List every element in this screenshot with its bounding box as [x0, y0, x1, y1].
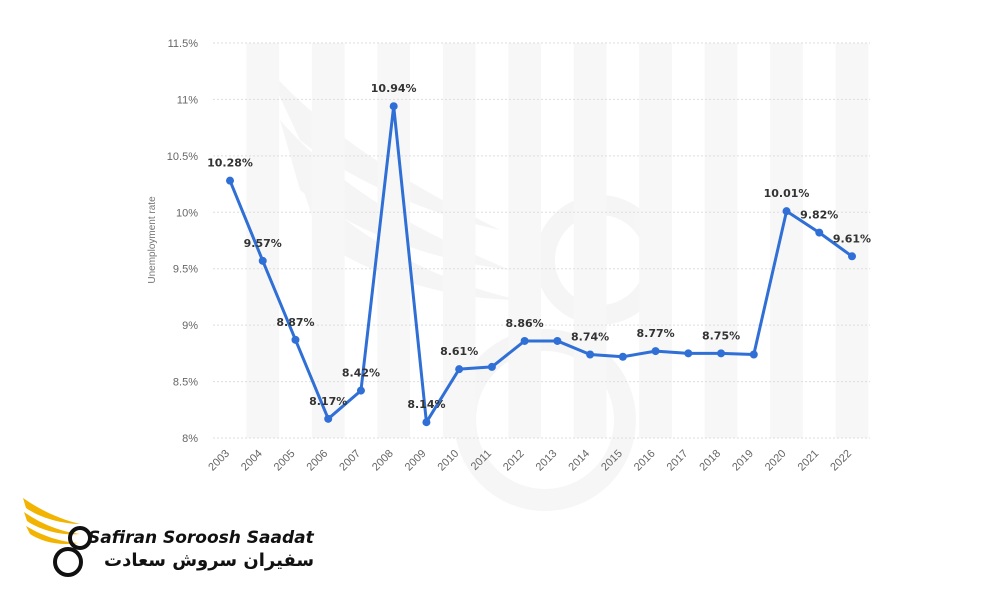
data-point	[717, 349, 726, 358]
x-axis: 2003 2004 2005 2006 2007 2008 2009 2010 2011 2012…	[206, 448, 854, 474]
wing-logo-icon	[23, 498, 92, 577]
y-tick-label: 8.5%	[173, 377, 198, 389]
x-tick-label: 2005	[272, 448, 298, 474]
data-point	[651, 347, 660, 356]
data-point	[553, 336, 562, 345]
data-point	[455, 365, 464, 374]
column-band	[573, 43, 607, 438]
x-tick-label: 2004	[239, 448, 265, 474]
series-line	[228, 104, 854, 424]
data-point	[684, 349, 693, 358]
column-band	[442, 43, 476, 438]
data-label: 10.28%	[207, 157, 253, 170]
data-point	[258, 256, 267, 265]
data-point	[422, 418, 431, 427]
data-label: 8.14%	[407, 398, 445, 411]
x-tick-label: 2010	[435, 448, 461, 474]
x-tick-label: 2017	[665, 448, 691, 474]
y-tick-label: 10%	[176, 207, 198, 219]
x-tick-label: 2003	[206, 448, 232, 474]
column-band	[770, 43, 803, 438]
data-label: 8.74%	[571, 330, 609, 343]
data-point	[782, 207, 791, 216]
data-point	[586, 350, 595, 359]
x-tick-label: 2019	[730, 448, 756, 474]
x-tick-label: 2022	[828, 448, 854, 474]
data-label: 8.86%	[506, 317, 544, 330]
brand-name-en: Safiran Soroosh Saadat	[88, 528, 314, 548]
column-band	[246, 43, 280, 438]
data-point	[389, 102, 398, 111]
column-band	[835, 43, 869, 438]
brand-name-fa: سفیران سروش سعادت	[104, 550, 315, 571]
data-label: 8.61%	[440, 345, 478, 358]
data-points	[226, 102, 856, 427]
y-tick-label: 8%	[182, 433, 198, 445]
x-tick-label: 2006	[305, 448, 331, 474]
x-tick-label: 2018	[697, 448, 723, 474]
data-label: 9.61%	[833, 232, 871, 245]
x-tick-label: 2007	[337, 448, 363, 474]
column-band	[508, 43, 541, 438]
x-tick-label: 2012	[501, 448, 527, 474]
x-tick-label: 2013	[534, 448, 560, 474]
data-label: 9.82%	[800, 209, 838, 222]
data-label: 8.87%	[276, 316, 314, 329]
data-point	[848, 252, 856, 261]
x-tick-label: 2008	[370, 448, 396, 474]
data-label: 8.77%	[636, 327, 674, 340]
data-label: 9.57%	[244, 237, 282, 250]
data-point	[226, 176, 234, 185]
y-tick-label: 11%	[177, 94, 198, 106]
data-point	[618, 352, 627, 361]
x-tick-label: 2020	[763, 448, 789, 474]
y-tick-label: 9%	[182, 320, 198, 332]
y-axis-label: Unemployment rate	[147, 196, 158, 284]
column-band	[639, 43, 672, 438]
data-point	[324, 414, 333, 423]
data-point	[356, 386, 365, 395]
data-point	[520, 336, 529, 345]
data-point	[291, 335, 300, 344]
data-point	[487, 362, 496, 371]
x-tick-label: 2016	[632, 448, 658, 474]
data-labels: 10.28% 9.57% 8.87% 8.17% 8.42% 10.94% 8.14% 8.6…	[207, 82, 871, 411]
grid	[213, 42, 870, 439]
x-tick-label: 2009	[403, 448, 429, 474]
data-label: 10.01%	[764, 187, 810, 200]
column-band	[704, 43, 738, 438]
y-axis: 8% 8.5% 9% 9.5% 10% 10.5% 11% 11.5%	[167, 38, 198, 445]
x-tick-label: 2021	[796, 448, 822, 474]
column-band	[311, 43, 345, 438]
data-label: 8.75%	[702, 329, 740, 342]
y-tick-label: 10.5%	[167, 151, 198, 163]
data-label: 8.17%	[309, 395, 347, 408]
data-point	[749, 350, 758, 359]
brand-logo: Safiran Soroosh Saadat سفیران سروش سعادت	[18, 490, 314, 590]
data-label: 10.94%	[371, 82, 417, 95]
x-tick-label: 2014	[566, 448, 592, 474]
data-point	[815, 228, 824, 237]
data-label: 8.42%	[342, 367, 380, 380]
y-tick-label: 9.5%	[173, 264, 198, 276]
y-tick-label: 11.5%	[168, 38, 199, 50]
